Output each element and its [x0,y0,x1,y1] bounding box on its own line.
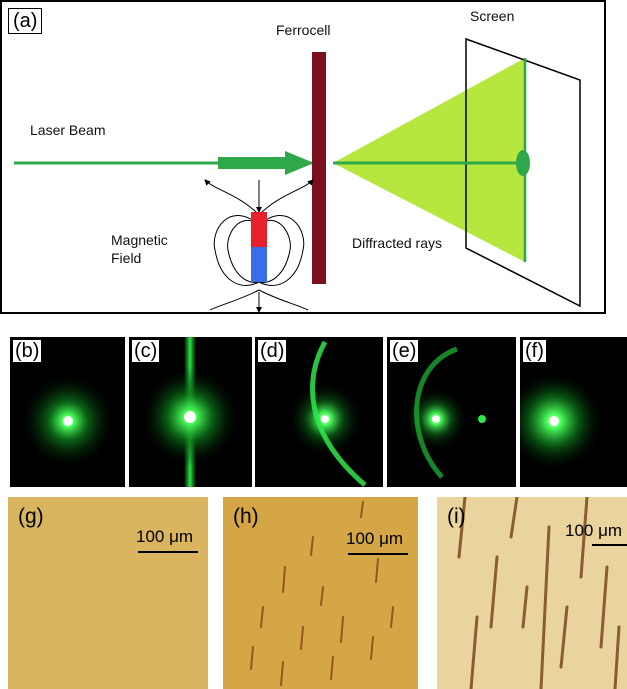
scale-text: 100 μm [136,527,194,546]
micrograph-h-label: (h) [233,505,259,528]
magnet-south-pole [251,247,267,282]
photo-d: (d) [255,337,383,487]
micrograph-h: (h) 100 μm [223,497,418,689]
scale-bar [592,544,627,546]
photo-c-label: (c) [131,339,161,363]
magnetic-field-lines [204,179,314,313]
screen-label: Screen [470,8,515,24]
scale-bar [138,551,198,553]
laser-beam-label: Laser Beam [30,122,106,138]
central-spot [516,150,530,176]
particle-chains [457,497,621,689]
setup-diagram-panel: (a) Laser Beam Ferrocell Screen Magnetic… [0,0,606,314]
photo-d-label: (d) [257,339,288,363]
micrograph-i-label: (i) [447,505,466,528]
ferrocell-label: Ferrocell [276,22,331,38]
micrograph-g-label: (g) [18,505,44,528]
photo-f: (f) [520,337,627,487]
screen-frame [465,37,581,308]
particle-chains [250,501,394,686]
laser-beam-arrow [218,151,314,175]
photo-e-label: (e) [389,339,420,363]
diffraction-cone [333,58,525,262]
setup-diagram-svg [14,37,581,313]
scale-text: 100 μm [346,529,404,548]
panel-a-label: (a) [8,8,43,34]
photo-b: (b) [10,337,125,487]
magnet-north-pole [251,212,267,247]
photo-c: (c) [129,337,252,487]
photo-f-label: (f) [522,339,547,363]
diffraction-arc [310,340,367,487]
magnetic-field-label-line1: Magnetic [111,232,168,248]
photo-e: (e) [387,337,516,487]
diffraction-arc [414,346,458,479]
micrograph-g: (g) 100 μm [8,497,208,689]
magnetic-field-label-line2: Field [111,250,142,266]
scale-bar [348,553,408,555]
micrograph-i: (i) 100 μm [437,497,627,689]
scale-text: 100 μm [565,521,623,540]
photo-b-label: (b) [12,339,43,363]
diffracted-rays-label: Diffracted rays [352,235,442,251]
ferrocell-plate [312,52,326,284]
